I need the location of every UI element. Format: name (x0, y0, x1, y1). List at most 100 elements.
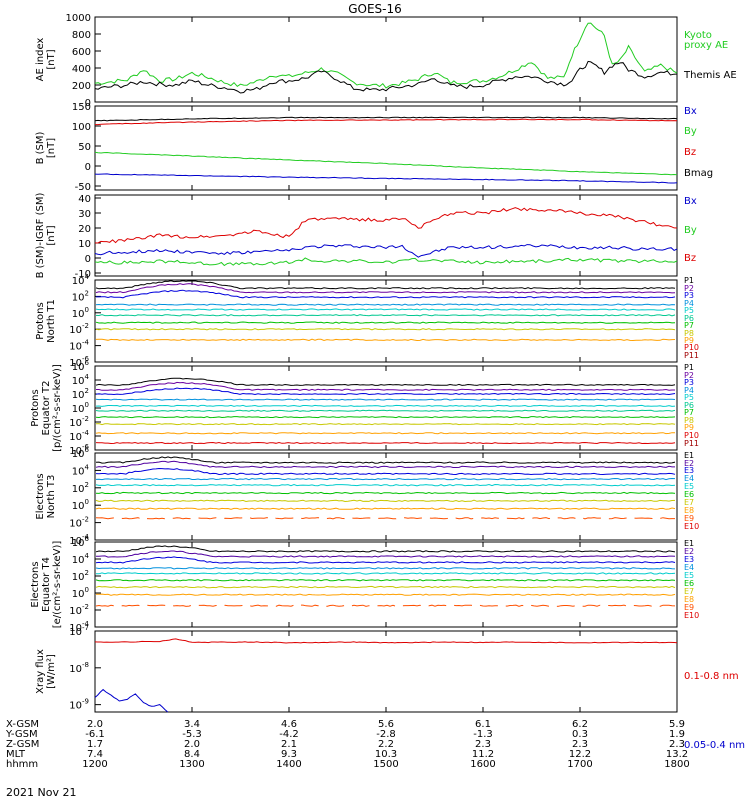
series-0-1-0-8-nm (94, 638, 678, 644)
channel-e7 (95, 585, 676, 589)
y-axis-label: [W/m²] (46, 654, 57, 689)
y-tick-label: 800 (72, 30, 91, 41)
y-tick-exponent: 4 (85, 373, 90, 381)
y-tick-exponent: -2 (82, 516, 89, 524)
y-tick-label: 10-6 (69, 355, 89, 369)
row-label-hhmm: hhmm (6, 759, 38, 770)
y-axis-label: [e/(cm²-s-sr-keV)] (52, 541, 63, 629)
legend-entry: P3 (684, 291, 694, 300)
y-tick-label: 10-8 (69, 661, 89, 675)
legend-entry: P5 (684, 306, 694, 315)
y-tick-label: 100 (72, 306, 89, 320)
y-tick-label: 102 (72, 289, 89, 303)
y-tick-mantissa: 10 (69, 418, 82, 429)
legend-entry: P11 (684, 351, 699, 360)
row-value: 2.2 (378, 739, 394, 750)
y-tick-label: 10-4 (69, 620, 89, 634)
row-value: 9.3 (281, 749, 297, 760)
channel-e8 (95, 593, 676, 596)
legend-entry: E9 (684, 603, 694, 612)
y-tick-exponent: 6 (85, 446, 90, 454)
channel-p2 (96, 381, 675, 391)
y-tick-mantissa: 10 (72, 376, 85, 387)
y-axis-label: Equator T2 (41, 381, 52, 436)
channel-e3 (95, 556, 676, 564)
legend-entry: Bmag (684, 168, 713, 179)
y-tick-label: 10 (78, 239, 91, 250)
row-value: 0.3 (572, 729, 588, 740)
y-tick-exponent: -6 (82, 355, 90, 363)
y-tick-mantissa: 10 (69, 664, 82, 675)
y-tick-label: 100 (72, 586, 89, 600)
y-tick-exponent: 2 (85, 289, 89, 297)
row-value: 10.3 (375, 749, 397, 760)
legend-entry: P9 (684, 336, 694, 345)
y-tick-mantissa: 10 (69, 446, 82, 457)
channel-p1 (95, 280, 676, 290)
panel-frame (94, 105, 678, 191)
y-tick-label: 0 (85, 98, 91, 109)
channel-e4 (95, 477, 676, 481)
y-tick-label: 10-4 (69, 339, 89, 353)
channel-p5 (95, 404, 676, 407)
y-axis-label: [p/(cm²-s-sr-keV)] (52, 364, 63, 452)
y-axis-label: Protons (30, 389, 41, 426)
y-axis-label: Electrons (30, 561, 41, 607)
y-tick-label: 104 (72, 373, 90, 387)
y-tick-exponent: 0 (85, 586, 89, 594)
y-tick-mantissa: 10 (69, 536, 82, 547)
y-tick-label: 30 (78, 209, 91, 220)
legend-entry: Kyoto (684, 30, 712, 41)
y-axis-label: Protons (35, 302, 46, 339)
legend-entry: E7 (684, 498, 694, 507)
channel-p3 (95, 387, 676, 396)
y-tick-mantissa: 10 (69, 623, 82, 634)
y-tick-label: 40 (78, 194, 91, 205)
y-tick-label: 100 (72, 498, 89, 512)
row-value: 13.2 (666, 749, 688, 760)
y-tick-exponent: 2 (85, 481, 89, 489)
y-axis-label: B (SM) (35, 131, 46, 164)
channel-p8 (95, 423, 676, 426)
legend-entry: E2 (684, 459, 694, 468)
figure-title: GOES-16 (348, 2, 402, 16)
series-by (94, 151, 678, 176)
y-tick-label: -50 (75, 182, 91, 193)
channel-e1 (95, 456, 676, 464)
legend-entry: P11 (684, 439, 699, 448)
y-tick-exponent: -2 (82, 603, 89, 611)
row-value: 8.4 (184, 749, 200, 760)
row-value: -2.8 (376, 729, 396, 740)
y-tick-exponent: 2 (85, 387, 89, 395)
series-0-05-0-4-nm (94, 688, 169, 713)
y-tick-label: 10-2 (69, 516, 89, 530)
legend-entry: E2 (684, 547, 694, 556)
y-tick-exponent: -2 (82, 322, 89, 330)
y-tick-exponent: 0 (85, 306, 89, 314)
channel-e5 (96, 572, 676, 575)
y-tick-exponent: 0 (85, 498, 89, 506)
row-value: 1600 (470, 759, 495, 770)
channel-e3 (95, 467, 676, 476)
series-bmag (94, 116, 678, 122)
channel-e6 (95, 579, 676, 582)
series-bx (94, 244, 678, 258)
legend-entry: E9 (684, 514, 694, 523)
channel-e4 (95, 567, 676, 570)
row-value: -4.2 (279, 729, 299, 740)
y-tick-label: 104 (72, 273, 90, 287)
y-tick-mantissa: 10 (72, 484, 85, 495)
legend-entry: P8 (684, 416, 694, 425)
row-value: 2.1 (281, 739, 297, 750)
y-tick-label: 104 (72, 552, 90, 566)
y-tick-exponent: 6 (85, 359, 90, 367)
channel-p7 (95, 416, 676, 419)
y-tick-mantissa: 10 (69, 325, 82, 336)
row-value: 4.6 (281, 719, 297, 730)
panel-frame (94, 16, 678, 103)
y-tick-label: 150 (72, 102, 91, 113)
legend-entry: E4 (684, 563, 694, 572)
